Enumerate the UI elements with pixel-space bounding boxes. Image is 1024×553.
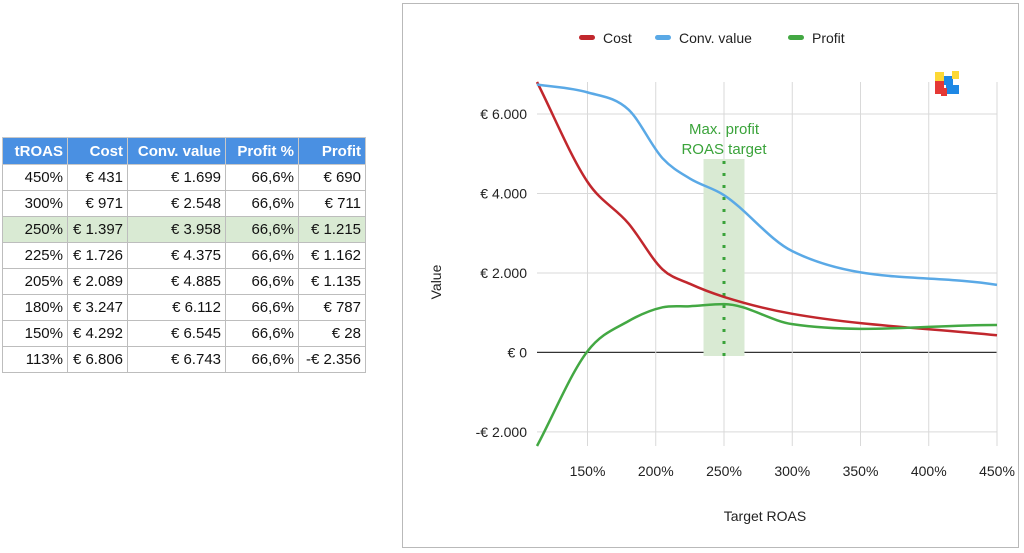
x-tick-label: 450% — [979, 463, 1015, 479]
annotation-line-2: ROAS target — [681, 141, 767, 158]
cell-troas: 225% — [2, 242, 68, 269]
series-line-conv-value — [536, 83, 998, 287]
y-tick-label: € 2.000 — [480, 265, 527, 281]
roas-chart: -€ 2.000 € 0 € 2.000 € 4.000 € 6.000 150% 200… — [428, 30, 1015, 524]
legend-swatch — [579, 35, 595, 40]
cell-conv-value: € 1.699 — [127, 164, 226, 191]
header-profit-percent: Profit % — [225, 137, 299, 165]
cell-profit: € 1.135 — [298, 268, 366, 295]
cell-troas: 300% — [2, 190, 68, 217]
cell-profit: € 711 — [298, 190, 366, 217]
legend-swatch — [788, 35, 804, 40]
cell-cost: € 4.292 — [67, 320, 128, 347]
cell-troas: 205% — [2, 268, 68, 295]
series-layer — [535, 81, 998, 447]
x-tick-labels: 150% 200% 250% 300% 350% 400% 450% — [570, 463, 1015, 479]
cell-profit-percent: 66,6% — [225, 190, 299, 217]
x-tick-label: 350% — [843, 463, 879, 479]
header-conv-value: Conv. value — [127, 137, 226, 165]
series-line-cost — [535, 81, 998, 337]
table-row: 250% € 1.397 € 3.958 66,6% € 1.215 — [2, 216, 366, 243]
table-row: 205% € 2.089 € 4.885 66,6% € 1.135 — [2, 268, 366, 295]
cell-troas: 180% — [2, 294, 68, 321]
cell-profit: € 690 — [298, 164, 366, 191]
cell-conv-value: € 4.885 — [127, 268, 226, 295]
cell-troas: 150% — [2, 320, 68, 347]
legend-swatch — [655, 35, 671, 40]
header-troas: tROAS — [2, 137, 68, 165]
y-tick-label: € 6.000 — [480, 106, 527, 122]
cell-cost: € 6.806 — [67, 346, 128, 373]
cell-profit-percent: 66,6% — [225, 164, 299, 191]
y-axis-title: Value — [428, 264, 444, 299]
cell-cost: € 2.089 — [67, 268, 128, 295]
cell-troas: 113% — [2, 346, 68, 373]
legend-label: Profit — [812, 30, 845, 46]
cell-conv-value: € 6.545 — [127, 320, 226, 347]
x-tick-label: 300% — [774, 463, 810, 479]
cell-cost: € 3.247 — [67, 294, 128, 321]
cell-profit: € 787 — [298, 294, 366, 321]
legend-label: Conv. value — [679, 30, 752, 46]
cell-conv-value: € 2.548 — [127, 190, 226, 217]
annotation-line-1: Max. profit — [689, 121, 760, 138]
table-row: 225% € 1.726 € 4.375 66,6% € 1.162 — [2, 242, 366, 269]
cell-profit-percent: 66,6% — [225, 268, 299, 295]
cell-profit: -€ 2.356 — [298, 346, 366, 373]
table-header-row: tROAS Cost Conv. value Profit % Profit — [2, 137, 366, 165]
grid — [537, 82, 998, 446]
cell-profit-percent: 66,6% — [225, 320, 299, 347]
table-row: 180% € 3.247 € 6.112 66,6% € 787 — [2, 294, 366, 321]
cell-cost: € 971 — [67, 190, 128, 217]
x-tick-label: 250% — [706, 463, 742, 479]
cell-conv-value: € 3.958 — [127, 216, 226, 243]
cell-troas: 450% — [2, 164, 68, 191]
y-tick-label: € 4.000 — [480, 185, 527, 201]
highlight-band-layer — [703, 159, 745, 356]
legend-label: Cost — [603, 30, 632, 46]
cell-cost: € 1.397 — [67, 216, 128, 243]
cell-conv-value: € 4.375 — [127, 242, 226, 269]
x-tick-label: 150% — [570, 463, 606, 479]
y-tick-labels: -€ 2.000 € 0 € 2.000 € 4.000 € 6.000 — [476, 106, 528, 440]
x-tick-label: 400% — [911, 463, 947, 479]
cell-conv-value: € 6.112 — [127, 294, 226, 321]
header-profit: Profit — [298, 137, 366, 165]
cell-profit-percent: 66,6% — [225, 242, 299, 269]
chart-panel: -€ 2.000 € 0 € 2.000 € 4.000 € 6.000 150% 200… — [402, 3, 1019, 548]
legend: Cost Conv. value Profit — [579, 30, 845, 46]
cell-profit-percent: 66,6% — [225, 294, 299, 321]
series-line-profit — [535, 302, 998, 447]
cell-conv-value: € 6.743 — [127, 346, 226, 373]
table-row: 113% € 6.806 € 6.743 66,6% -€ 2.356 — [2, 346, 366, 373]
cell-troas: 250% — [2, 216, 68, 243]
x-axis-title: Target ROAS — [724, 508, 806, 524]
y-tick-label: -€ 2.000 — [476, 424, 528, 440]
cell-profit-percent: 66,6% — [225, 216, 299, 243]
table-row: 450% € 431 € 1.699 66,6% € 690 — [2, 164, 366, 191]
cell-profit: € 28 — [298, 320, 366, 347]
x-tick-label: 200% — [638, 463, 674, 479]
y-tick-label: € 0 — [508, 344, 528, 360]
cell-cost: € 431 — [67, 164, 128, 191]
table-body: 450% € 431 € 1.699 66,6% € 690 300% € 971 € 2.5… — [2, 164, 366, 373]
cell-cost: € 1.726 — [67, 242, 128, 269]
cell-profit-percent: 66,6% — [225, 346, 299, 373]
header-cost: Cost — [67, 137, 128, 165]
table-row: 300% € 971 € 2.548 66,6% € 711 — [2, 190, 366, 217]
cell-profit: € 1.162 — [298, 242, 366, 269]
cell-profit: € 1.215 — [298, 216, 366, 243]
table-row: 150% € 4.292 € 6.545 66,6% € 28 — [2, 320, 366, 347]
roas-table: tROAS Cost Conv. value Profit % Profit 4… — [2, 137, 366, 373]
cubes-logo-icon — [935, 71, 959, 96]
